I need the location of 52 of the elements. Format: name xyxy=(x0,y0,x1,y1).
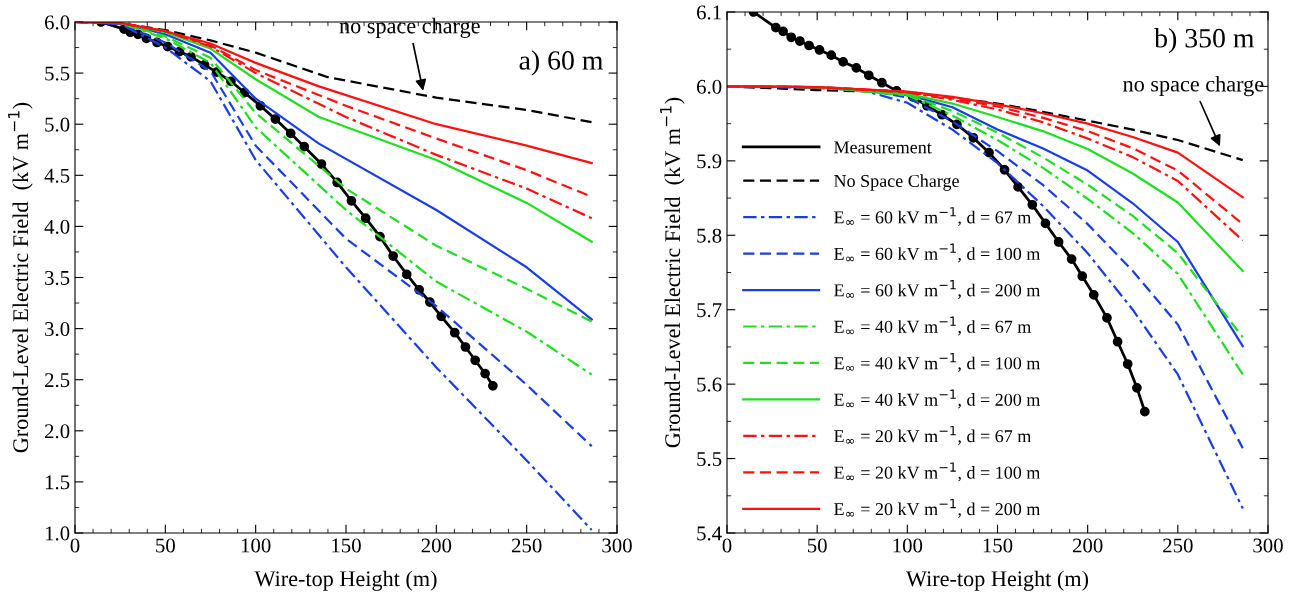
x-tick-label: 100 xyxy=(893,538,923,553)
x-tick-label: 300 xyxy=(602,538,632,553)
x-tick-label: 300 xyxy=(1253,538,1283,553)
y-axis-title: Ground-Level Electric Field (kV m$^{−1}$) xyxy=(8,102,33,453)
legend-label: Measurement xyxy=(834,141,932,154)
y-tick-label: 6.0 xyxy=(696,79,722,94)
y-tick-label: 1.0 xyxy=(45,526,70,541)
y-tick-label: 5.9 xyxy=(697,154,722,169)
legend-label: E$_{∞}$ = 60 kV m$^{−1}$, d = 100 m xyxy=(834,243,1041,263)
y-tick-label: 2.0 xyxy=(45,424,70,439)
x-tick-label: 150 xyxy=(983,538,1013,553)
legend-label: E$_{∞}$ = 40 kV m$^{−1}$, d = 67 m xyxy=(834,316,1032,336)
x-tick-label: 50 xyxy=(156,538,175,553)
y-tick-label: 5.8 xyxy=(697,228,722,243)
y-tick-label: 4.0 xyxy=(44,219,70,234)
legend-label: E$_{∞}$ = 60 kV m$^{−1}$, d = 67 m xyxy=(834,207,1032,227)
annotation: a) 60 m xyxy=(519,50,604,76)
y-tick-label: 3.5 xyxy=(45,270,70,286)
x-axis-title: Wire-top Height (m) xyxy=(254,570,437,591)
annotation: b) 350 m xyxy=(1154,28,1255,54)
legend-label: E$_{∞}$ = 40 kV m$^{−1}$, d = 200 m xyxy=(834,389,1041,409)
y-tick-label: 1.5 xyxy=(45,475,70,490)
y-tick-label: 5.6 xyxy=(697,377,722,392)
x-tick-label: 250 xyxy=(511,538,542,553)
y-tick-label: 5.5 xyxy=(45,66,70,81)
legend-label: E$_{∞}$ = 60 kV m$^{−1}$, d = 200 m xyxy=(834,280,1041,299)
x-tick-label: 0 xyxy=(70,538,80,553)
x-axis-title: Wire-top Height (m) xyxy=(906,570,1089,591)
x-tick-label: 0 xyxy=(722,538,732,553)
annotation: no space charge xyxy=(1123,75,1264,97)
y-tick-label: 6.1 xyxy=(696,5,721,20)
y-tick-label: 5.0 xyxy=(45,117,70,132)
legend-label: E$_{∞}$ = 40 kV m$^{−1}$, d = 100 m xyxy=(834,353,1041,372)
y-tick-label: 6.0 xyxy=(44,15,70,30)
x-tick-label: 100 xyxy=(241,538,271,553)
x-tick-label: 200 xyxy=(421,538,452,553)
x-tick-label: 150 xyxy=(332,538,361,553)
y-tick-label: 4.5 xyxy=(44,168,70,183)
legend-label: E$_{∞}$ = 20 kV m$^{−1}$, d = 67 m xyxy=(834,425,1032,445)
x-tick-label: 50 xyxy=(807,538,827,553)
x-tick-label: 200 xyxy=(1072,538,1103,553)
annotation: no space charge xyxy=(339,17,480,38)
y-axis-title: Ground-Level Electric Field (kV m$^{−1}$) xyxy=(660,97,685,448)
y-tick-label: 3.0 xyxy=(45,321,70,337)
legend-label: E$_{∞}$ = 20 kV m$^{−1}$, d = 100 m xyxy=(834,462,1041,482)
x-tick-label: 250 xyxy=(1163,538,1193,553)
legend-label: E$_{∞}$ = 20 kV m$^{−1}$, d = 200 m xyxy=(834,498,1041,518)
legend-label: No Space Charge xyxy=(834,174,959,191)
y-tick-label: 2.5 xyxy=(45,373,70,388)
y-tick-label: 5.5 xyxy=(697,452,722,467)
y-tick-label: 5.4 xyxy=(697,526,722,541)
y-tick-label: 5.7 xyxy=(697,303,722,318)
